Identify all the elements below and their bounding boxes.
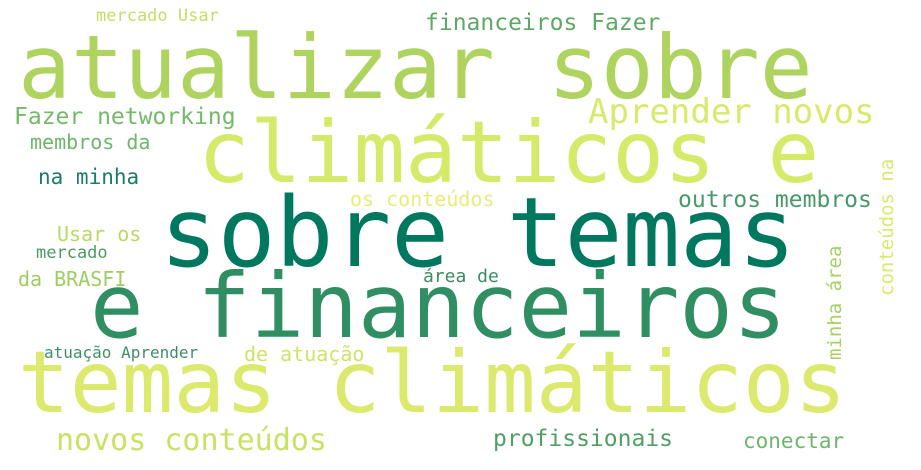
word-de-atuacao: de atuação [244,342,365,366]
word-conectar: conectar [743,429,845,453]
word-climaticos-e: climáticos e [198,103,820,203]
word-outros-membros: outros membros [678,187,872,213]
word-mercado-usar: mercado Usar [96,6,219,26]
word-fazer-networking: Fazer networking [14,104,236,130]
word-atualizar-sobre: atualizar sobre [18,16,813,119]
word-aprender-novos: Aprender novos [588,92,875,132]
word-e-financeiros: e financeiros [90,254,787,358]
word-financeiros-fazer: financeiros Fazer [425,10,661,36]
word-temas-climaticos: temas climáticos [18,333,847,433]
word-os-conteudos: os conteúdos [350,187,495,211]
word-profissionais: profissionais [493,426,674,452]
word-area-de: área de [423,266,499,287]
word-mercado: mercado [36,243,108,263]
word-sobre-temas: sobre temas [160,177,796,289]
word-novos-conteudos: novos conteúdos [56,423,327,458]
word-da-brasfi: da BRASFI [18,267,127,291]
word-usar-os: Usar os [57,222,142,246]
word-na-minha: na minha [38,165,140,189]
word-conteudos-na: conteúdos na [876,158,898,296]
word-membros-da: membros da [30,130,151,154]
word-minha-area: minha área [824,245,846,360]
word-atuacao-aprender: atuação Aprender [44,343,199,362]
